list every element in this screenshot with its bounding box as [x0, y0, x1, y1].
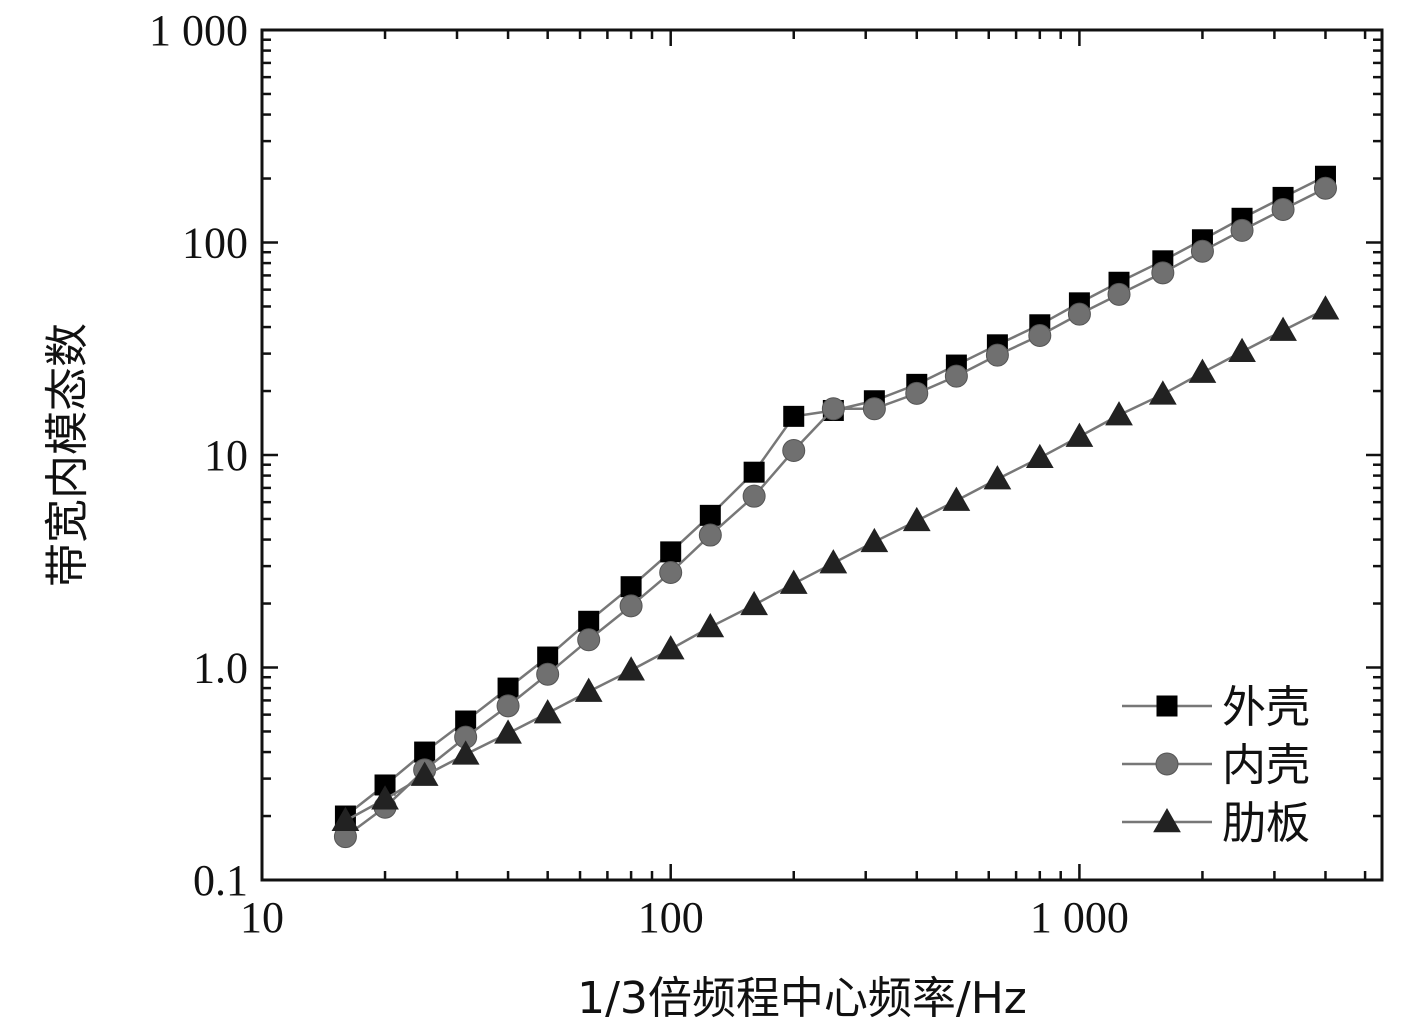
data-point — [821, 397, 845, 421]
data-point — [902, 506, 931, 532]
data-point — [533, 699, 562, 724]
data-point — [905, 381, 929, 405]
x-axis-label: 1/3倍频程中心频率/Hz — [577, 973, 1027, 1024]
data-point — [740, 590, 768, 616]
data-point — [1151, 261, 1175, 285]
data-point — [944, 364, 968, 388]
y-tick-label: 10 — [204, 431, 248, 480]
data-point — [619, 594, 643, 618]
legend-label: 肋板 — [1222, 798, 1310, 849]
data-point — [536, 662, 560, 686]
x-tick-label: 10 — [240, 893, 284, 942]
y-tick-label: 1.0 — [193, 644, 248, 693]
legend-entry: 外壳 — [1122, 682, 1310, 733]
data-point — [371, 785, 399, 810]
x-tick-label: 1 000 — [1030, 893, 1129, 942]
data-point — [1313, 176, 1337, 200]
data-point — [496, 694, 520, 718]
series-line — [344, 187, 1327, 838]
data-point — [1188, 358, 1217, 383]
data-point — [1028, 324, 1052, 348]
data-point — [574, 677, 603, 702]
data-point — [1230, 218, 1254, 242]
data-point — [985, 343, 1009, 367]
data-point — [698, 523, 722, 547]
data-point — [1271, 197, 1295, 221]
legend-entry: 内壳 — [1122, 740, 1310, 791]
data-point — [494, 719, 522, 744]
data-point — [743, 461, 765, 483]
series-triangle — [331, 295, 1340, 832]
series-line — [344, 175, 1327, 818]
legend-label: 外壳 — [1222, 682, 1310, 733]
data-point — [862, 397, 886, 421]
data-point — [577, 628, 601, 652]
data-point — [783, 405, 805, 427]
data-point — [819, 549, 848, 574]
data-point — [1228, 337, 1256, 363]
data-point — [942, 486, 971, 511]
data-point — [1105, 401, 1133, 426]
data-point — [660, 541, 682, 563]
data-point — [1025, 443, 1054, 469]
data-point — [578, 610, 600, 632]
data-point — [451, 740, 480, 765]
data-point — [1107, 282, 1131, 306]
series-square — [334, 165, 1336, 827]
legend-marker — [1156, 695, 1178, 717]
data-point — [410, 761, 439, 786]
data-point — [782, 438, 806, 462]
data-point — [331, 806, 360, 832]
legend-marker — [1153, 807, 1181, 833]
data-point — [983, 465, 1012, 490]
data-point — [617, 656, 645, 681]
data-point — [1065, 422, 1094, 447]
series-circle — [333, 176, 1337, 849]
data-point — [1067, 302, 1091, 326]
y-tick-label: 0.1 — [193, 856, 248, 905]
data-point — [659, 560, 683, 584]
data-point — [779, 569, 808, 594]
y-axis-label: 带宽内模态数 — [42, 323, 93, 587]
data-point — [1311, 295, 1340, 320]
legend-entry: 肋板 — [1122, 798, 1310, 849]
data-point — [656, 635, 685, 660]
data-point — [1148, 380, 1177, 405]
data-point — [1190, 239, 1214, 263]
data-point — [620, 576, 642, 598]
data-point — [860, 527, 889, 553]
data-point — [696, 613, 725, 638]
data-point — [699, 504, 721, 526]
legend-marker — [1155, 752, 1179, 776]
y-tick-label: 1 000 — [149, 6, 248, 55]
legend-label: 内壳 — [1222, 740, 1310, 791]
x-tick-label: 100 — [638, 893, 704, 942]
y-tick-label: 100 — [182, 219, 248, 268]
data-point — [1269, 316, 1297, 341]
data-point — [742, 484, 766, 508]
